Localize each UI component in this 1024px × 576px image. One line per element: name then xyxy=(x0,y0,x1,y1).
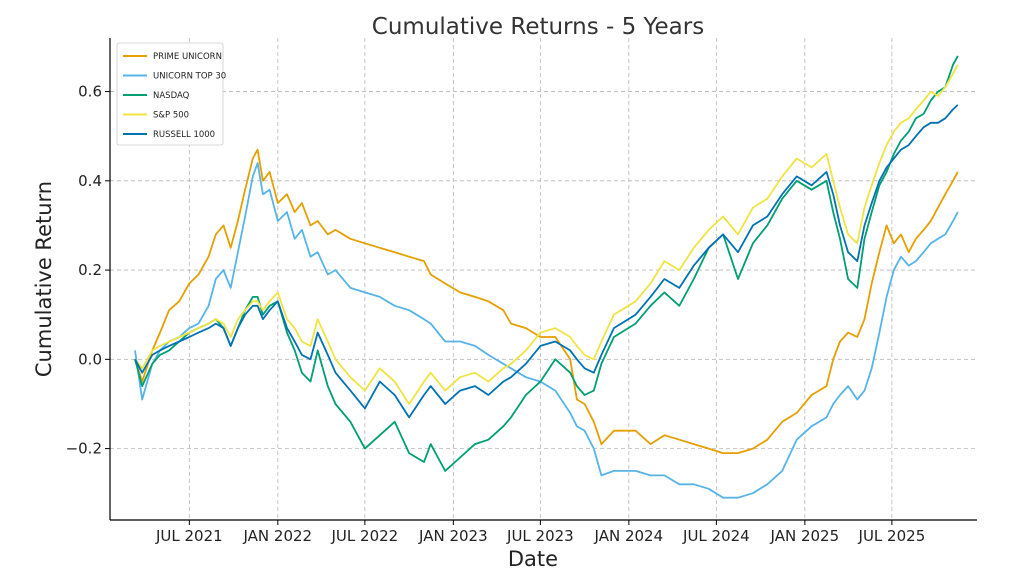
series-lines xyxy=(134,55,959,499)
x-tick-label: JUL 2024 xyxy=(682,527,750,545)
series-line-3 xyxy=(134,64,959,405)
legend-label: NASDAQ xyxy=(153,91,190,101)
grid-lines xyxy=(110,38,977,520)
x-tick-label: JAN 2025 xyxy=(770,527,840,545)
series-line-4 xyxy=(134,104,959,419)
x-tick-label: JUL 2021 xyxy=(155,527,223,545)
legend: PRIME UNICORN UNICORN TOP 30 NASDAQ S&P 500… xyxy=(116,42,226,146)
x-tick-label: JUL 2022 xyxy=(331,527,399,545)
legend-box xyxy=(116,42,224,146)
legend-label: PRIME UNICORN xyxy=(153,52,222,62)
y-tick-label: 0.0 xyxy=(78,350,102,368)
legend-label: S&P 500 xyxy=(153,111,189,121)
y-axis-label: Cumulative Return xyxy=(32,181,56,377)
x-axis-label: Date xyxy=(508,547,558,571)
y-tick-label: 0.4 xyxy=(78,172,102,190)
x-tick-label: JAN 2023 xyxy=(418,527,488,545)
y-axis-ticks: −0.2 0.0 0.2 0.4 0.6 xyxy=(66,83,110,458)
series-line-1 xyxy=(134,162,959,499)
x-axis-ticks: JUL 2021 JAN 2022 JUL 2022 JAN 2023 JUL 2023… xyxy=(155,520,925,545)
x-tick-label: JUL 2023 xyxy=(506,527,574,545)
axes xyxy=(109,38,977,521)
legend-label: UNICORN TOP 30 xyxy=(153,72,226,82)
series-line-0 xyxy=(134,148,959,454)
legend-label: RUSSELL 1000 xyxy=(153,130,215,140)
y-tick-label: 0.2 xyxy=(78,261,102,279)
x-tick-label: JUL 2025 xyxy=(858,527,926,545)
y-tick-label: −0.2 xyxy=(66,440,102,458)
series-line-2 xyxy=(134,55,959,472)
y-tick-label: 0.6 xyxy=(78,83,102,101)
x-tick-label: JAN 2024 xyxy=(594,527,664,545)
x-tick-label: JAN 2022 xyxy=(243,527,313,545)
chart-title: Cumulative Returns - 5 Years xyxy=(372,14,704,40)
